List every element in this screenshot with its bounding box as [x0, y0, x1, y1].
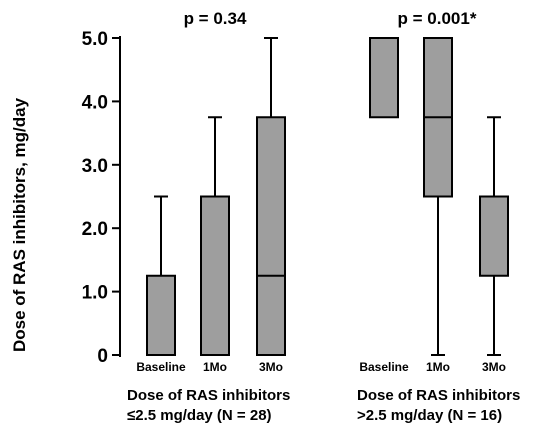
- y-tick-label-4: 4.0: [82, 92, 108, 113]
- pvalue-group-1: p = 0.34: [184, 9, 247, 28]
- y-axis: 0 1.0 2.0 3.0 4.0 5.0: [82, 29, 121, 367]
- box-2-1mo: 1Mo: [423, 37, 453, 374]
- box-1-1mo: 1Mo: [200, 116, 230, 374]
- pvalue-group-2: p = 0.001*: [398, 9, 477, 28]
- y-tick-label-1: 1.0: [82, 283, 108, 304]
- y-tick-label-5: 5.0: [82, 29, 108, 50]
- group-1-label-line-2: ≤2.5 mg/day (N = 28): [127, 407, 272, 424]
- group-2-label-line-1: Dose of RAS inhibitors: [357, 387, 520, 404]
- box-2-3mo: 3Mo: [479, 116, 509, 374]
- box-iqr: [369, 37, 399, 119]
- group-1-label-line-1: Dose of RAS inhibitors: [127, 387, 290, 404]
- category-label: Baseline: [359, 360, 409, 374]
- category-label: 1Mo: [426, 360, 450, 374]
- category-label: Baseline: [136, 360, 186, 374]
- y-tick-label-3: 3.0: [82, 156, 108, 177]
- box-iqr: [146, 274, 176, 356]
- boxes: Baseline 1Mo 3Mo Baseline 1Mo 3Mo: [136, 37, 509, 374]
- box-iqr: [256, 116, 286, 356]
- y-tick-label-0: 0: [97, 346, 108, 367]
- box-2-baseline: Baseline: [359, 37, 409, 374]
- category-label: 1Mo: [203, 360, 227, 374]
- category-label: 3Mo: [482, 360, 506, 374]
- box-iqr: [200, 195, 230, 356]
- box-1-3mo: 3Mo: [256, 37, 286, 374]
- box-1-baseline: Baseline: [136, 195, 186, 374]
- group-2-label-line-2: >2.5 mg/day (N = 16): [357, 407, 502, 424]
- category-label: 3Mo: [259, 360, 283, 374]
- box-iqr: [479, 195, 509, 277]
- y-tick-label-2: 2.0: [82, 219, 108, 240]
- y-axis-title: Dose of RAS inhibitors, mg/day: [10, 97, 29, 352]
